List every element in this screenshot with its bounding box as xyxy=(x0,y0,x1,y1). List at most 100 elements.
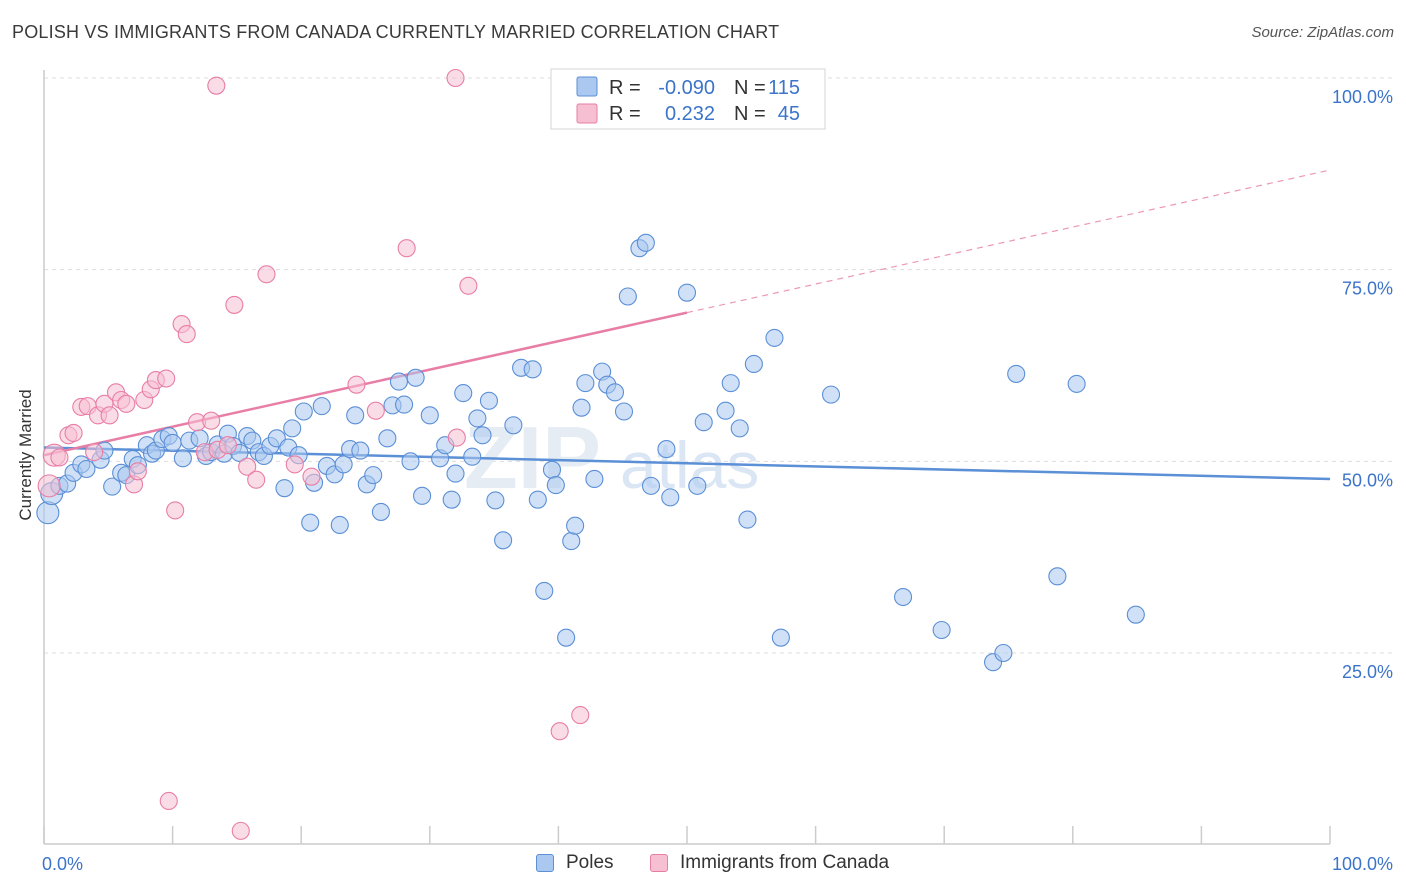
point-poles-104 xyxy=(765,328,784,347)
point-canada-42 xyxy=(231,821,250,840)
point-canada-32 xyxy=(285,455,304,474)
point-poles-85 xyxy=(585,469,604,489)
point-poles-114 xyxy=(1126,605,1145,624)
legend-swatch-canada-bottom xyxy=(650,854,668,872)
point-poles-54 xyxy=(378,429,397,448)
point-poles-56 xyxy=(389,372,408,391)
point-canada-37 xyxy=(447,428,466,447)
point-poles-80 xyxy=(557,628,576,647)
point-canada-20 xyxy=(166,501,185,520)
x-axis-ticks xyxy=(43,826,1331,844)
point-canada-15 xyxy=(128,462,147,481)
y-tick-label-2: 75.0% xyxy=(1342,279,1393,299)
point-poles-82 xyxy=(566,516,585,535)
point-poles-70 xyxy=(479,391,499,410)
point-poles-6 xyxy=(77,459,96,479)
point-poles-69 xyxy=(473,426,492,445)
point-poles-65 xyxy=(446,464,465,483)
point-poles-20 xyxy=(173,449,192,468)
point-poles-112 xyxy=(1048,567,1067,586)
point-canada-44 xyxy=(446,68,465,88)
point-poles-73 xyxy=(504,416,523,435)
point-poles-100 xyxy=(721,374,740,393)
legend-n-label-1: N = xyxy=(734,77,766,99)
point-poles-68 xyxy=(468,409,487,428)
legend-n-label-2: N = xyxy=(734,103,766,125)
point-canada-30 xyxy=(247,470,266,489)
point-canada-25 xyxy=(202,411,221,430)
point-poles-38 xyxy=(283,419,302,438)
point-poles-98 xyxy=(694,413,713,432)
point-poles-58 xyxy=(401,452,420,471)
point-canada-19 xyxy=(157,369,176,388)
point-poles-75 xyxy=(523,360,542,379)
point-poles-77 xyxy=(535,581,554,600)
series-legend: Poles Immigrants from Canada xyxy=(0,852,1406,878)
point-poles-0 xyxy=(36,501,60,525)
legend-swatch-poles xyxy=(576,76,598,97)
point-poles-111 xyxy=(1007,364,1026,383)
point-poles-52 xyxy=(364,466,383,485)
point-poles-57 xyxy=(395,395,414,414)
point-poles-60 xyxy=(413,486,432,505)
point-poles-43 xyxy=(312,397,331,416)
point-poles-96 xyxy=(677,283,697,302)
point-poles-110 xyxy=(994,643,1013,663)
point-poles-108 xyxy=(932,620,951,640)
y-tick-label-3: 100.0% xyxy=(1332,87,1393,107)
point-poles-90 xyxy=(618,287,637,306)
correlation-legend: R = -0.090 N = 115 R = 0.232 N = 45 xyxy=(550,68,826,130)
point-poles-40 xyxy=(294,402,313,421)
point-poles-79 xyxy=(546,476,565,495)
point-poles-71 xyxy=(486,491,505,510)
legend-r-value-1: -0.090 xyxy=(658,77,715,99)
point-poles-46 xyxy=(330,515,349,535)
point-canada-43 xyxy=(207,76,226,95)
point-poles-94 xyxy=(657,440,676,459)
point-poles-84 xyxy=(576,374,595,393)
point-poles-67 xyxy=(463,447,482,466)
legend-item-canada: Immigrants from Canada xyxy=(650,852,889,874)
point-poles-83 xyxy=(572,398,591,417)
point-poles-106 xyxy=(821,385,841,404)
point-canada-39 xyxy=(550,722,569,741)
point-canada-2 xyxy=(50,448,69,467)
x-tick-label-1: 100.0% xyxy=(1332,854,1393,874)
legend-item-poles: Poles xyxy=(536,852,614,874)
point-poles-101 xyxy=(730,419,749,438)
legend-swatch-canada xyxy=(576,103,598,124)
point-poles-102 xyxy=(738,510,757,529)
point-poles-50 xyxy=(351,441,370,460)
point-poles-61 xyxy=(420,406,439,425)
point-poles-19 xyxy=(163,433,182,452)
point-canada-33 xyxy=(302,467,321,486)
legend-r-value-2: 0.232 xyxy=(665,103,715,125)
source-credit: Source: ZipAtlas.com xyxy=(1251,24,1394,41)
point-poles-47 xyxy=(334,455,353,474)
point-poles-76 xyxy=(528,490,547,509)
point-canada-13 xyxy=(117,394,136,413)
point-poles-105 xyxy=(771,628,790,647)
point-poles-113 xyxy=(1067,374,1086,393)
chart-title: POLISH VS IMMIGRANTS FROM CANADA CURRENT… xyxy=(12,22,780,42)
x-tick-labels: 0.0% 100.0% xyxy=(42,854,1393,874)
point-poles-53 xyxy=(371,502,390,521)
point-poles-99 xyxy=(716,401,735,420)
point-poles-36 xyxy=(275,479,294,498)
point-canada-7 xyxy=(85,443,104,462)
point-poles-59 xyxy=(406,368,425,387)
point-canada-10 xyxy=(100,406,119,425)
point-poles-89 xyxy=(614,402,634,421)
y-tick-label-1: 50.0% xyxy=(1342,470,1393,490)
point-poles-103 xyxy=(744,354,763,374)
point-canada-38 xyxy=(459,276,478,295)
point-canada-29 xyxy=(238,457,257,476)
point-canada-35 xyxy=(366,401,385,420)
point-canada-0 xyxy=(37,474,61,498)
legend-r-label-2: R = xyxy=(609,103,641,125)
point-canada-27 xyxy=(218,436,237,455)
point-poles-88 xyxy=(605,383,625,402)
point-poles-93 xyxy=(641,476,661,495)
point-poles-95 xyxy=(661,488,680,507)
